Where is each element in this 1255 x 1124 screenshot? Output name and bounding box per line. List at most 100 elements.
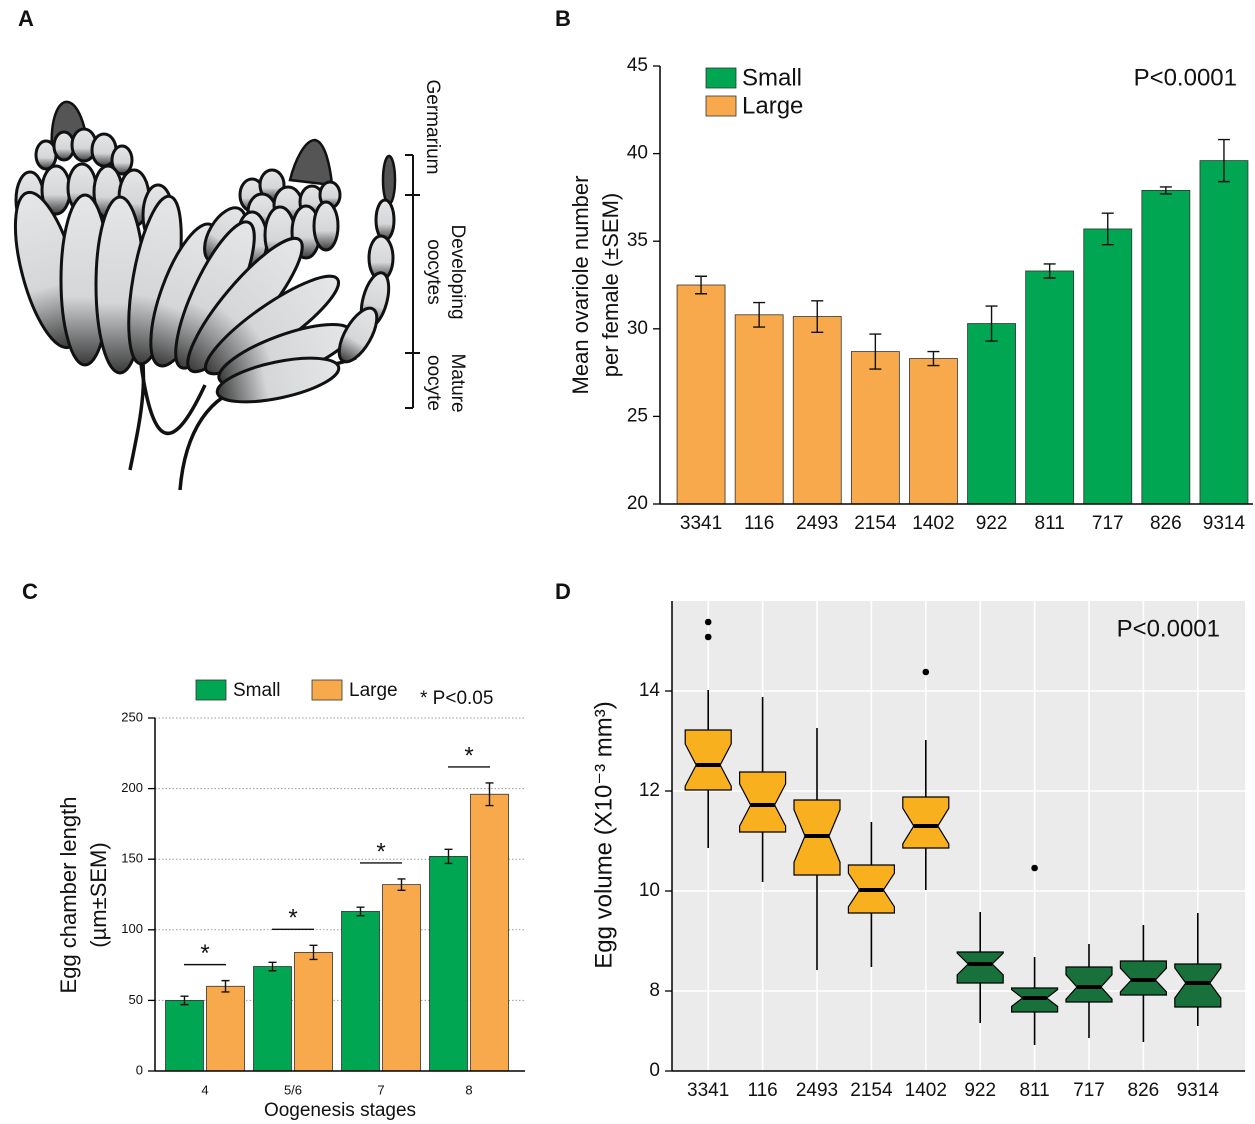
y-tick-label: 10 <box>639 880 660 901</box>
y-axis-label: (µm±SEM) <box>86 842 111 947</box>
y-tick-label: 14 <box>639 680 661 701</box>
box <box>1065 966 1113 1003</box>
box <box>738 771 787 833</box>
error-bar <box>397 878 406 891</box>
germarium-tip <box>381 154 397 206</box>
stage-label: Mature <box>447 353 468 412</box>
error-bar <box>1159 186 1172 195</box>
x-axis-label: Oogenesis stages <box>264 1100 416 1121</box>
egg-chamber <box>110 144 134 176</box>
plot-background <box>672 601 1245 1071</box>
outlier <box>922 668 930 676</box>
bar <box>429 855 468 1072</box>
bar <box>734 314 784 505</box>
error-bar <box>444 848 453 865</box>
error-bar <box>221 979 230 993</box>
x-tick-label: 3341 <box>680 513 722 534</box>
bar <box>341 911 380 1072</box>
x-tick-label: 4 <box>201 1082 208 1097</box>
significance-mark: * <box>376 838 385 865</box>
panel-letter: B <box>555 6 571 31</box>
bar <box>1141 189 1191 505</box>
error-bar <box>927 350 940 367</box>
legend-label: Large <box>742 92 803 119</box>
x-tick-label: 2154 <box>850 1080 893 1101</box>
error-bar <box>268 961 277 972</box>
bar <box>206 985 245 1072</box>
x-tick-label: 7 <box>377 1082 384 1097</box>
x-tick-label: 9314 <box>1177 1080 1220 1101</box>
panel-a: A <box>13 6 468 491</box>
egg-chamber <box>312 200 340 252</box>
outlier <box>704 618 712 626</box>
bar <box>294 951 333 1072</box>
legend-label: Small <box>742 64 802 91</box>
y-tick-label: 150 <box>121 851 143 866</box>
bar <box>165 1000 204 1072</box>
error-bar <box>1217 138 1230 183</box>
x-tick-label: 8 <box>465 1082 472 1097</box>
y-tick-label: 200 <box>121 780 143 795</box>
outlier <box>1031 864 1038 872</box>
y-tick-label: 35 <box>627 230 648 251</box>
ovary-drawing <box>13 100 397 491</box>
x-tick-label: 1402 <box>912 513 954 534</box>
box <box>1174 963 1222 1008</box>
error-bar <box>356 906 365 917</box>
legend-swatch <box>195 679 227 701</box>
error-bar <box>811 300 824 334</box>
x-tick-label: 9314 <box>1203 513 1246 534</box>
y-tick-label: 8 <box>649 980 660 1001</box>
panel-letter: D <box>555 579 571 604</box>
stage-label: Germarium <box>422 79 443 174</box>
x-tick-label: 826 <box>1150 513 1182 534</box>
legend-swatch <box>705 95 737 117</box>
x-tick-label: 2493 <box>796 1080 838 1101</box>
y-tick-label: 50 <box>129 992 143 1007</box>
y-axis-label: Mean ovariole number <box>568 176 593 395</box>
x-tick-label: 5/6 <box>284 1082 302 1097</box>
bar <box>792 316 842 505</box>
y-axis-label: Egg chamber length <box>56 797 81 994</box>
x-tick-label: 116 <box>744 513 774 534</box>
significance-mark: * <box>200 940 209 967</box>
x-tick-label: 717 <box>1092 513 1124 534</box>
y-axis-label: per female (±SEM) <box>598 193 623 377</box>
bar <box>1083 228 1133 505</box>
box <box>956 951 1004 984</box>
error-bar <box>985 305 998 342</box>
x-tick-label: 116 <box>747 1080 777 1101</box>
y-tick-label: 45 <box>627 55 648 76</box>
bar <box>676 284 726 505</box>
outlier <box>704 633 712 641</box>
bar <box>1199 160 1249 505</box>
y-tick-label: 12 <box>639 780 660 801</box>
bar <box>470 793 509 1072</box>
x-tick-label: 922 <box>964 1080 996 1101</box>
error-bar <box>753 301 766 328</box>
x-tick-label: 1402 <box>905 1080 947 1101</box>
y-tick-label: 250 <box>121 709 143 724</box>
box <box>902 796 950 849</box>
significance-note: * P<0.05 <box>420 688 493 709</box>
annotation: P<0.0001 <box>1134 64 1237 91</box>
legend-swatch <box>705 67 737 89</box>
stage-label: Developing <box>447 224 468 319</box>
x-tick-label: 717 <box>1073 1080 1105 1101</box>
y-tick-label: 25 <box>627 405 648 426</box>
error-bar <box>695 275 708 295</box>
annotation: P<0.0001 <box>1117 615 1220 642</box>
x-tick-label: 2154 <box>854 513 897 534</box>
egg-chamber <box>337 306 379 364</box>
panel-letter: C <box>22 579 38 604</box>
error-bar <box>180 995 189 1006</box>
y-tick-label: 0 <box>136 1062 143 1077</box>
error-bar <box>1101 212 1114 246</box>
bar <box>382 884 421 1072</box>
x-tick-label: 811 <box>1019 1080 1049 1101</box>
error-bar <box>309 944 318 961</box>
x-tick-label: 922 <box>976 513 1008 534</box>
bar <box>909 358 958 505</box>
